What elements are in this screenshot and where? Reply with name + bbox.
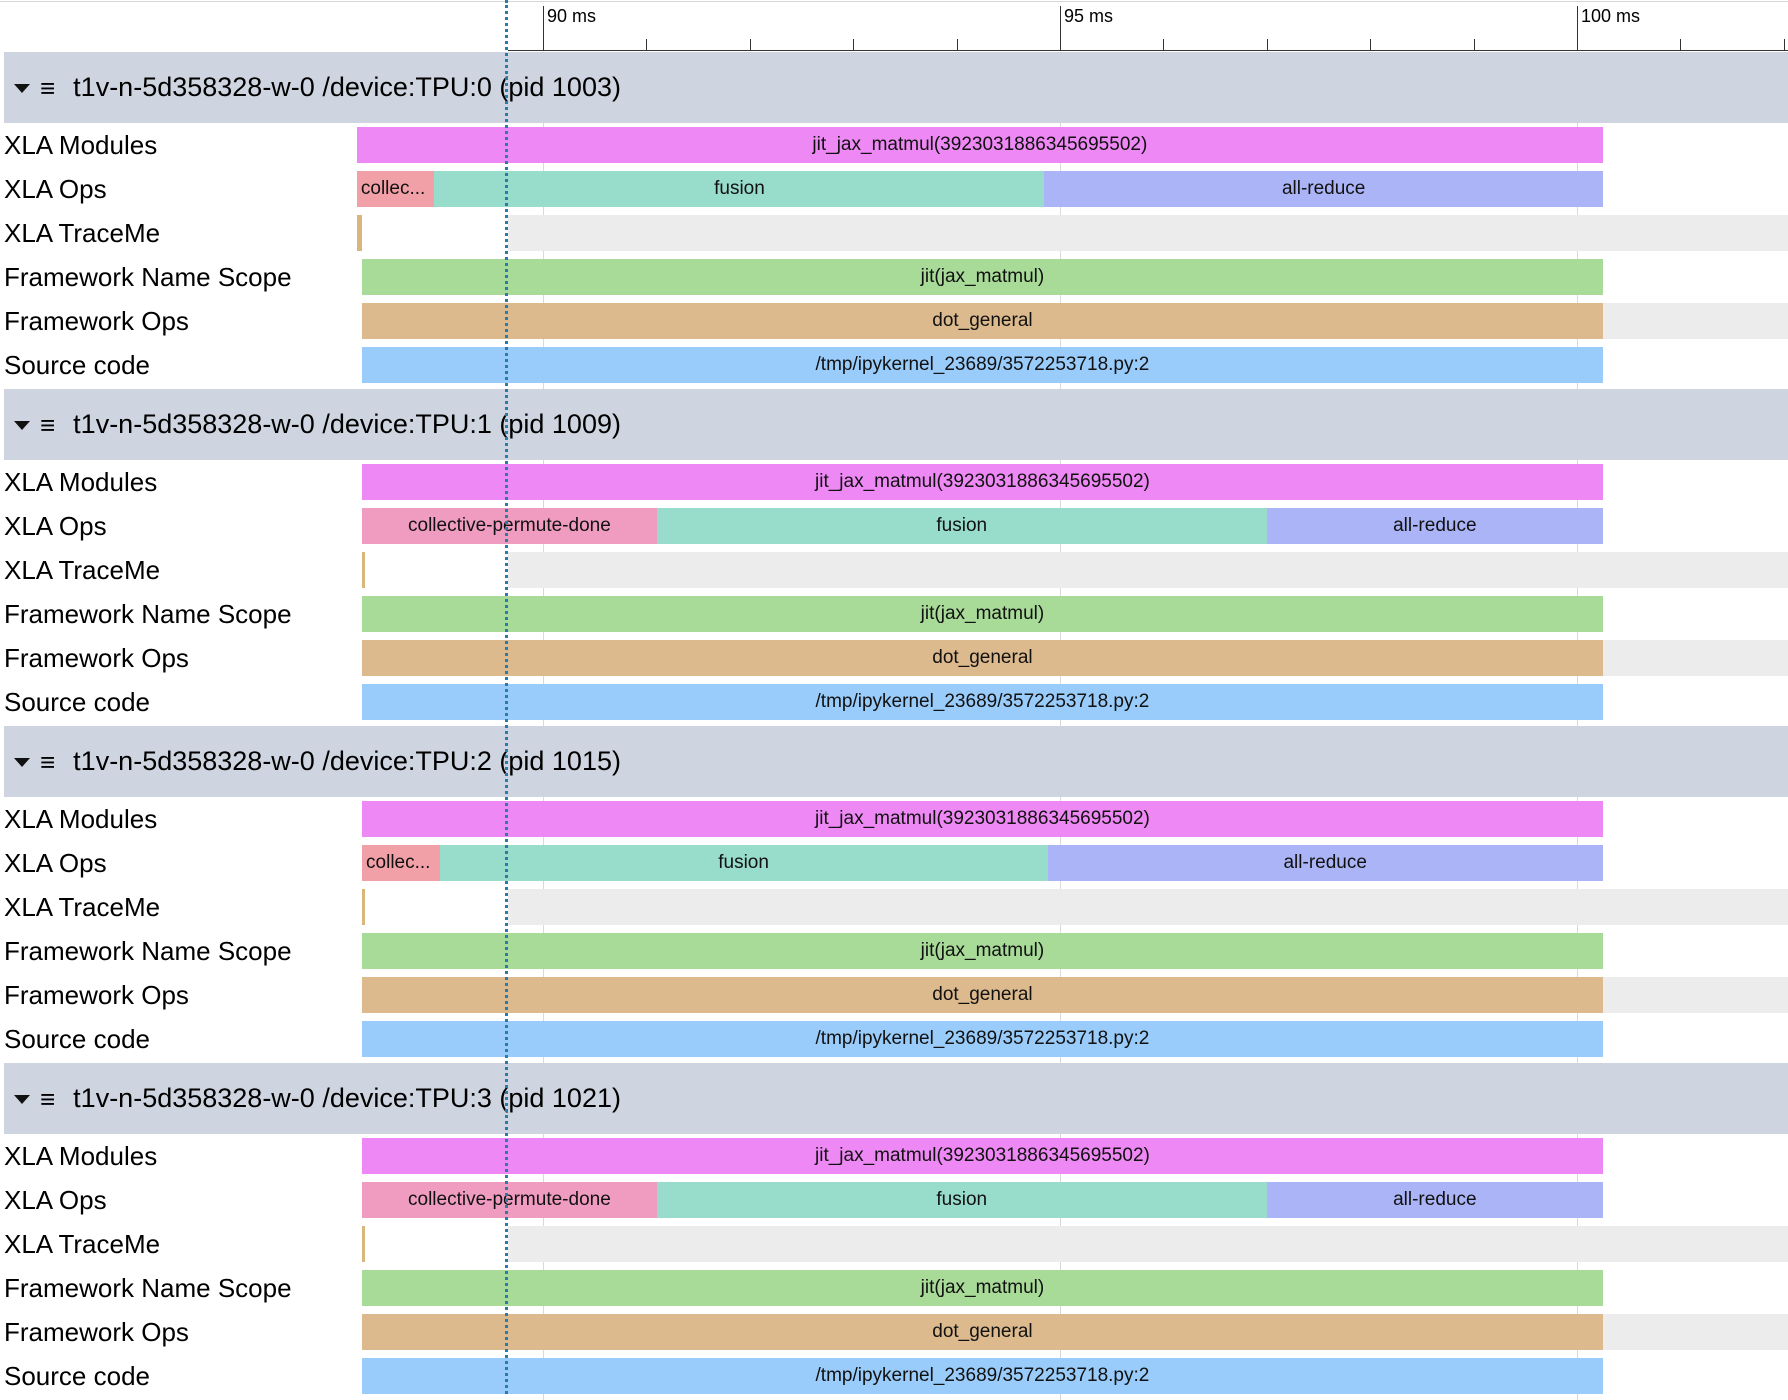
trace-event-bar[interactable]: fusion xyxy=(434,171,1045,207)
track-label: XLA Modules xyxy=(4,804,158,834)
track-label: Framework Ops xyxy=(4,306,189,336)
trace-event-bar[interactable]: fusion xyxy=(656,508,1267,544)
track-label: Source code xyxy=(4,1361,150,1391)
ruler-minor-tick xyxy=(749,39,751,51)
track-label: Framework Ops xyxy=(4,643,189,673)
trace-event-bar[interactable]: jit(jax_matmul) xyxy=(362,259,1603,295)
process-title: t1v-n-5d358328-w-0 /device:TPU:0 (pid 10… xyxy=(73,72,621,102)
hamburger-menu-icon[interactable]: ≡ xyxy=(40,746,56,777)
trace-event-bar[interactable]: jit_jax_matmul(3923031886345695502) xyxy=(362,464,1603,500)
track-label: XLA TraceMe xyxy=(4,892,161,922)
trace-event-bar[interactable]: fusion xyxy=(439,845,1048,881)
ruler-minor-tick xyxy=(1783,39,1785,51)
track-label: XLA Ops xyxy=(4,174,107,204)
track-lane xyxy=(508,1226,1788,1262)
time-ruler[interactable]: 90 ms 95 ms 100 ms xyxy=(0,0,1788,52)
track-lane xyxy=(508,215,1788,251)
trace-event-bar[interactable]: /tmp/ipykernel_23689/3572253718.py:2 xyxy=(362,1021,1603,1057)
ruler-minor-tick xyxy=(1163,39,1165,51)
track-label: XLA Modules xyxy=(4,467,158,497)
trace-event-bar[interactable]: dot_general xyxy=(362,640,1603,676)
track-label: XLA TraceMe xyxy=(4,1229,161,1259)
trace-event-bar[interactable]: collective-permute-done xyxy=(362,508,657,544)
ruler-top-border xyxy=(0,1,1788,2)
trace-event-bar[interactable]: dot_general xyxy=(362,977,1603,1013)
ruler-major-tick xyxy=(1060,6,1061,51)
hamburger-menu-icon[interactable]: ≡ xyxy=(40,1083,56,1114)
track-label: XLA Modules xyxy=(4,130,158,160)
trace-event-bar[interactable] xyxy=(362,552,366,588)
trace-event-bar[interactable]: /tmp/ipykernel_23689/3572253718.py:2 xyxy=(362,1358,1603,1394)
track-lane xyxy=(508,889,1788,925)
process-title: t1v-n-5d358328-w-0 /device:TPU:1 (pid 10… xyxy=(73,409,621,439)
collapse-triangle-icon[interactable] xyxy=(14,421,30,430)
track-label: Framework Name Scope xyxy=(4,599,292,629)
trace-event-bar[interactable]: jit(jax_matmul) xyxy=(362,1270,1603,1306)
process-header[interactable]: ≡ t1v-n-5d358328-w-0 /device:TPU:0 (pid 1… xyxy=(4,52,1788,123)
trace-event-bar[interactable]: collec... xyxy=(362,845,440,881)
ruler-minor-tick xyxy=(646,39,648,51)
track-label: Source code xyxy=(4,1024,150,1054)
collapse-triangle-icon[interactable] xyxy=(14,84,30,93)
ruler-minor-tick xyxy=(956,39,958,51)
trace-event-bar[interactable] xyxy=(362,889,366,925)
trace-event-bar[interactable]: all-reduce xyxy=(1266,1182,1603,1218)
ruler-tick-label: 100 ms xyxy=(1581,6,1641,26)
track-label: Framework Name Scope xyxy=(4,936,292,966)
trace-event-bar[interactable]: dot_general xyxy=(362,1314,1603,1350)
track-label: XLA Ops xyxy=(4,1185,107,1215)
track-label: XLA Ops xyxy=(4,511,107,541)
trace-event-bar[interactable] xyxy=(362,1226,366,1262)
process-title: t1v-n-5d358328-w-0 /device:TPU:2 (pid 10… xyxy=(73,746,621,776)
process-header[interactable]: ≡ t1v-n-5d358328-w-0 /device:TPU:3 (pid 1… xyxy=(4,1063,1788,1134)
trace-event-bar[interactable]: dot_general xyxy=(362,303,1603,339)
trace-event-bar[interactable]: all-reduce xyxy=(1266,508,1603,544)
trace-event-bar[interactable]: fusion xyxy=(656,1182,1267,1218)
hamburger-menu-icon[interactable]: ≡ xyxy=(40,409,56,440)
process-header[interactable]: ≡ t1v-n-5d358328-w-0 /device:TPU:1 (pid 1… xyxy=(4,389,1788,460)
trace-event-bar[interactable]: /tmp/ipykernel_23689/3572253718.py:2 xyxy=(362,347,1603,383)
ruler-minor-tick xyxy=(1266,39,1268,51)
process-header[interactable]: ≡ t1v-n-5d358328-w-0 /device:TPU:2 (pid 1… xyxy=(4,726,1788,797)
track-label: Framework Ops xyxy=(4,1317,189,1347)
ruler-minor-tick xyxy=(1370,39,1372,51)
trace-event-bar[interactable]: all-reduce xyxy=(1047,845,1603,881)
track-lane xyxy=(508,552,1788,588)
ruler-tick-label: 95 ms xyxy=(1064,6,1114,26)
ruler-major-tick xyxy=(1577,6,1578,51)
ruler-tick-label: 90 ms xyxy=(547,6,597,26)
trace-event-bar[interactable]: jit_jax_matmul(3923031886345695502) xyxy=(362,801,1603,837)
track-label: Framework Name Scope xyxy=(4,262,292,292)
trace-event-bar[interactable]: /tmp/ipykernel_23689/3572253718.py:2 xyxy=(362,684,1603,720)
track-label: XLA Ops xyxy=(4,848,107,878)
ruler-baseline xyxy=(508,50,1788,51)
ruler-minor-tick xyxy=(853,39,855,51)
trace-event-bar[interactable]: jit(jax_matmul) xyxy=(362,933,1603,969)
track-label: Framework Name Scope xyxy=(4,1273,292,1303)
track-label: XLA TraceMe xyxy=(4,555,161,585)
track-label: Source code xyxy=(4,687,150,717)
hamburger-menu-icon[interactable]: ≡ xyxy=(40,72,56,103)
track-label: XLA Modules xyxy=(4,1141,158,1171)
trace-event-bar[interactable]: jit(jax_matmul) xyxy=(362,596,1603,632)
trace-event-bar[interactable]: jit_jax_matmul(3923031886345695502) xyxy=(356,127,1603,163)
ruler-major-tick xyxy=(543,6,544,51)
trace-event-bar[interactable] xyxy=(356,215,363,251)
trace-event-bar[interactable]: all-reduce xyxy=(1044,171,1603,207)
collapse-triangle-icon[interactable] xyxy=(14,1095,30,1104)
track-label: Source code xyxy=(4,350,150,380)
trace-event-bar[interactable]: collective-permute-done xyxy=(362,1182,657,1218)
track-label: XLA TraceMe xyxy=(4,218,161,248)
trace-event-bar[interactable]: collec... xyxy=(356,171,435,207)
track-label: Framework Ops xyxy=(4,980,189,1010)
ruler-minor-tick xyxy=(1473,39,1475,51)
ruler-minor-tick xyxy=(1680,39,1682,51)
time-cursor-line[interactable] xyxy=(505,0,508,1394)
collapse-triangle-icon[interactable] xyxy=(14,758,30,767)
trace-event-bar[interactable]: jit_jax_matmul(3923031886345695502) xyxy=(362,1138,1603,1174)
process-title: t1v-n-5d358328-w-0 /device:TPU:3 (pid 10… xyxy=(73,1083,621,1113)
